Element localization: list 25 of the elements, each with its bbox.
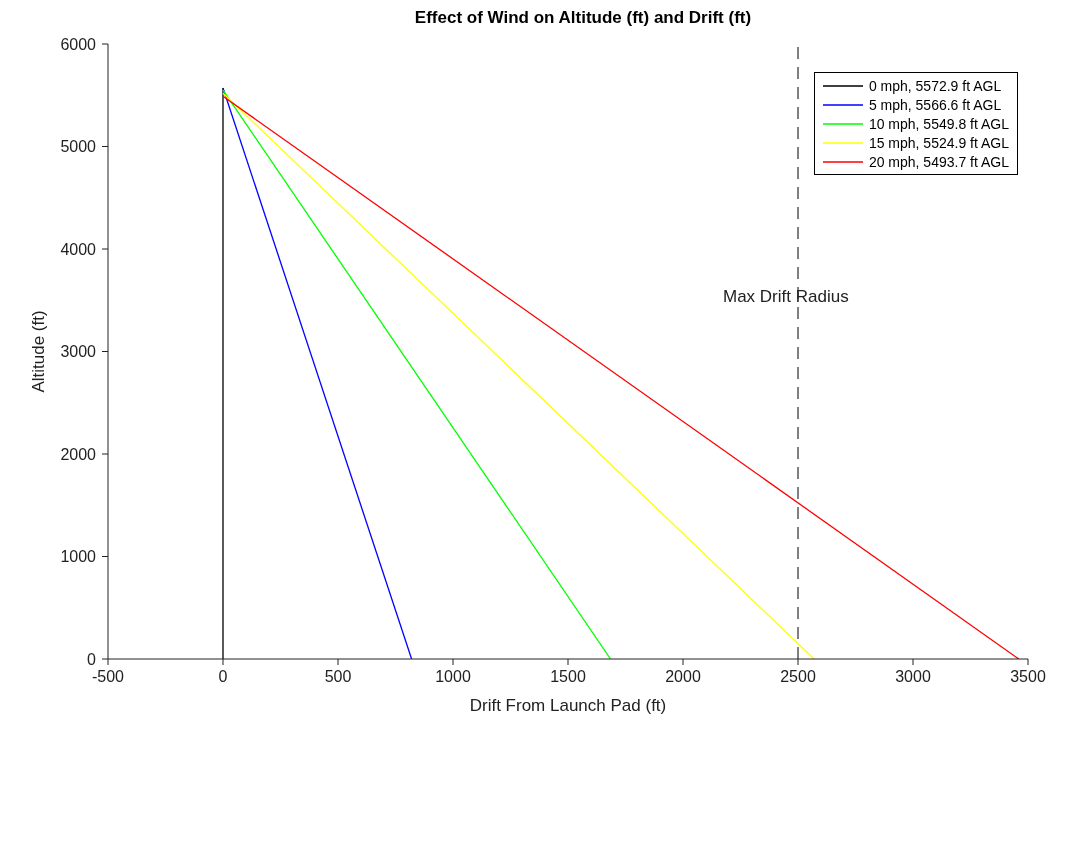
legend-label: 20 mph, 5493.7 ft AGL: [868, 153, 1009, 170]
x-tick-label: 0: [218, 668, 228, 686]
legend-label: 0 mph, 5572.9 ft AGL: [868, 77, 1002, 94]
x-tick-label: 2500: [780, 668, 816, 686]
y-tick-label: 2000: [60, 445, 97, 463]
y-tick-label: 3000: [60, 343, 97, 361]
legend-label: 15 mph, 5524.9 ft AGL: [868, 134, 1009, 151]
x-tick-label: 500: [324, 668, 352, 686]
x-axis-title: Drift From Launch Pad (ft): [469, 696, 667, 715]
y-tick-label: 6000: [60, 35, 97, 53]
y-tick-label: 5000: [60, 138, 97, 156]
y-tick-label: 1000: [60, 548, 97, 566]
y-axis-title: Altitude (ft): [29, 310, 49, 393]
ref-line-label: Max Drift Radius: [723, 287, 849, 307]
y-tick-label: 4000: [60, 240, 97, 258]
x-tick-label: 1000: [435, 668, 471, 686]
x-tick-label: 3000: [895, 668, 931, 686]
legend-label: 5 mph, 5566.6 ft AGL: [868, 96, 1002, 113]
chart-title: Effect of Wind on Altitude (ft) and Drift (ft): [413, 8, 753, 29]
x-tick-label: 3500: [1010, 668, 1046, 686]
x-tick-label: 2000: [665, 668, 701, 686]
x-tick-label: 1500: [550, 668, 586, 686]
x-tick-label: -500: [91, 668, 125, 686]
y-tick-label: 0: [87, 650, 97, 668]
legend-label: 10 mph, 5549.8 ft AGL: [868, 115, 1009, 132]
